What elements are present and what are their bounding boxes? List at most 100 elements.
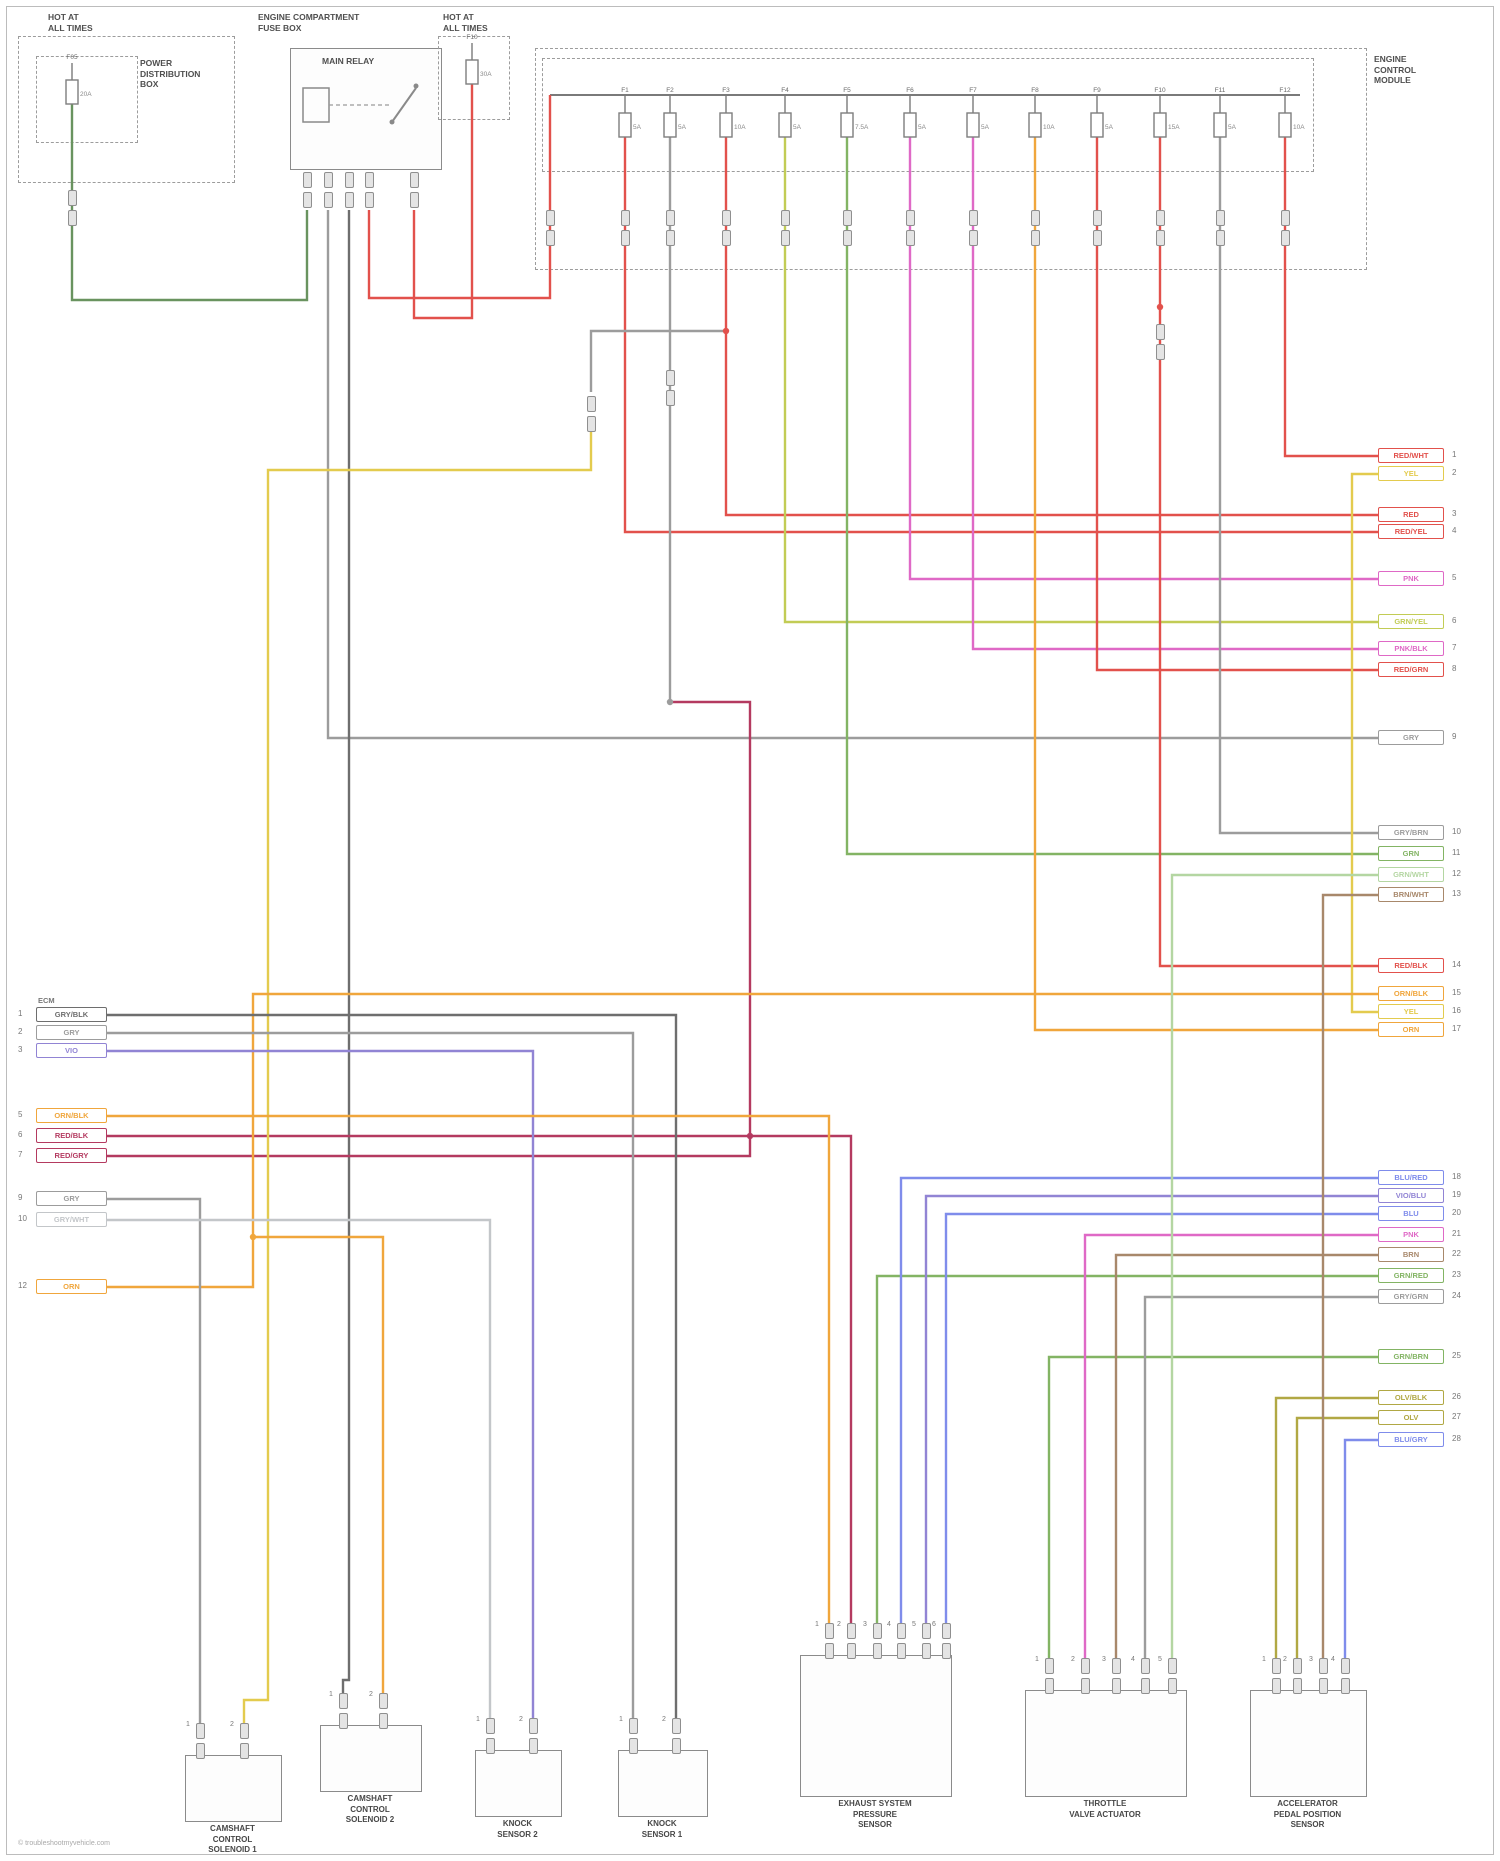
junction-dot [1156, 303, 1164, 311]
watermark: © troubleshootmyvehicle.com [18, 1840, 110, 1847]
connector-bar [1093, 210, 1102, 250]
fuse-symbol [465, 59, 479, 85]
wire-gray [1218, 137, 1378, 835]
connector-bar [1156, 324, 1165, 364]
connector-bar [339, 1693, 348, 1733]
fuse-amp: 10A [1293, 124, 1305, 131]
ecm-pin-number: 19 [1452, 1190, 1461, 1199]
fuse-name: F8 [1031, 87, 1039, 94]
component-label-line: CONTROL [350, 1804, 390, 1814]
fuse-symbol [618, 112, 632, 138]
wire-color-label: RED/WHT [1378, 448, 1444, 463]
fuse-symbol [966, 112, 980, 138]
wire-color-label: RED/YEL [1378, 524, 1444, 539]
wire-yellow [1350, 472, 1378, 1014]
wire-color-label: YEL [1378, 466, 1444, 481]
component-box [1025, 1690, 1187, 1797]
component-pin-number: 1 [619, 1716, 623, 1723]
wire-violet [924, 1194, 1378, 1625]
wire-red [412, 84, 474, 320]
ecm-pin-number: 3 [1452, 509, 1457, 518]
wire-color-label: GRY/GRN [1378, 1289, 1444, 1304]
fuse-symbol [719, 112, 733, 138]
ecm-pin-number: 24 [1452, 1291, 1461, 1300]
fuse-amp: 10A [1043, 124, 1055, 131]
connector-bar [1045, 1658, 1054, 1698]
component-box [1250, 1690, 1367, 1797]
connector-bar [324, 172, 333, 212]
fuse-sub-box [36, 56, 138, 143]
wire-color-label: OLV [1378, 1410, 1444, 1425]
component-pin-number: 3 [863, 1621, 867, 1628]
connector-bar [922, 1623, 931, 1663]
connector-bar [969, 210, 978, 250]
ecm-pin-number: 27 [1452, 1412, 1461, 1421]
ecm-pin-number: 10 [18, 1214, 27, 1223]
fuse-name: F1 [621, 87, 629, 94]
wire-blue [944, 1212, 1378, 1625]
component-box [475, 1750, 562, 1817]
component-label-line: SOLENOID 2 [345, 1815, 395, 1824]
component-pin-number: 4 [887, 1621, 891, 1628]
wire-brown [1321, 893, 1378, 1660]
wire-red [1283, 137, 1378, 458]
component-label: EXHAUST SYSTEM PRESSURE SENSOR [775, 1799, 975, 1831]
connector-bar [666, 370, 675, 410]
component-pin-number: 1 [1262, 1656, 1266, 1663]
hot-at-all-times-caption-mid: HOT AT ALL TIMES [443, 12, 488, 33]
component-label-line: EXHAUST SYSTEM [838, 1799, 912, 1808]
connector-bar [1112, 1658, 1121, 1698]
ecm-pin-number: 13 [1452, 889, 1461, 898]
wire-color-label: BLU [1378, 1206, 1444, 1221]
connector-bar [1272, 1658, 1281, 1698]
component-label: KNOCK SENSOR 1 [593, 1819, 731, 1840]
wire-color-label: ORN/BLK [1378, 986, 1444, 1001]
component-label-line: SENSOR 2 [497, 1829, 538, 1839]
fuse-amp: 5A [981, 124, 990, 131]
component-box [320, 1725, 422, 1792]
fuse-amp: 20A [80, 91, 92, 98]
fuse-name: F10 [466, 34, 478, 41]
component-label: KNOCK SENSOR 2 [450, 1819, 585, 1840]
wire-color-label: GRN/YEL [1378, 614, 1444, 629]
component-label: THROTTLE VALVE ACTUATOR [1000, 1799, 1210, 1820]
component-label: CAMSHAFT CONTROL SOLENOID 1 [160, 1824, 305, 1856]
wire-color-label: VIO [36, 1043, 107, 1058]
wire-gray [105, 1197, 202, 1725]
ecm-pin-number: 3 [18, 1045, 23, 1054]
component-pin-number: 4 [1131, 1656, 1135, 1663]
fuse-name: F11 [1215, 87, 1226, 94]
wire-color-label: RED/GRY [36, 1148, 107, 1163]
connector-bar [1216, 210, 1225, 250]
component-pin-number: 5 [912, 1621, 916, 1628]
ecm-pin-number: 10 [1452, 827, 1461, 836]
ecm-pin-number: 25 [1452, 1351, 1461, 1360]
connector-bar [781, 210, 790, 250]
fuse-amp: 5A [633, 124, 642, 131]
wire-color-label: ORN/BLK [36, 1108, 107, 1123]
component-box [185, 1755, 282, 1822]
caption-line: CONTROL [1374, 64, 1417, 75]
wire-violet [105, 1049, 535, 1718]
wire-orange [105, 992, 1378, 1289]
wire-color-label: BRN [1378, 1247, 1444, 1262]
fuse-symbol [1028, 112, 1042, 138]
wire-maroon [105, 1134, 853, 1625]
ecm-pin-number: 18 [1452, 1172, 1461, 1181]
component-pin-number: 2 [837, 1621, 841, 1628]
connector-bar [1293, 1658, 1302, 1698]
ecm-pin-number: 1 [1452, 450, 1457, 459]
component-pin-number: 1 [815, 1621, 819, 1628]
wire-color-label: GRY [36, 1191, 107, 1206]
ecm-pin-number: 6 [1452, 616, 1457, 625]
component-pin-number: 3 [1309, 1656, 1313, 1663]
component-pin-number: 1 [329, 1691, 333, 1698]
wire-dkgray [341, 210, 351, 1695]
relay-box-caption: ENGINE COMPARTMENT FUSE BOX [258, 12, 359, 33]
ecm-pin-number: 21 [1452, 1229, 1461, 1238]
ecm-pin-number: 12 [18, 1281, 27, 1290]
ecm-pin-number: 15 [1452, 988, 1461, 997]
ecm-pin-number: 6 [18, 1130, 23, 1139]
ecm-pin-number: 17 [1452, 1024, 1461, 1033]
caption-line: HOT AT [443, 12, 474, 22]
